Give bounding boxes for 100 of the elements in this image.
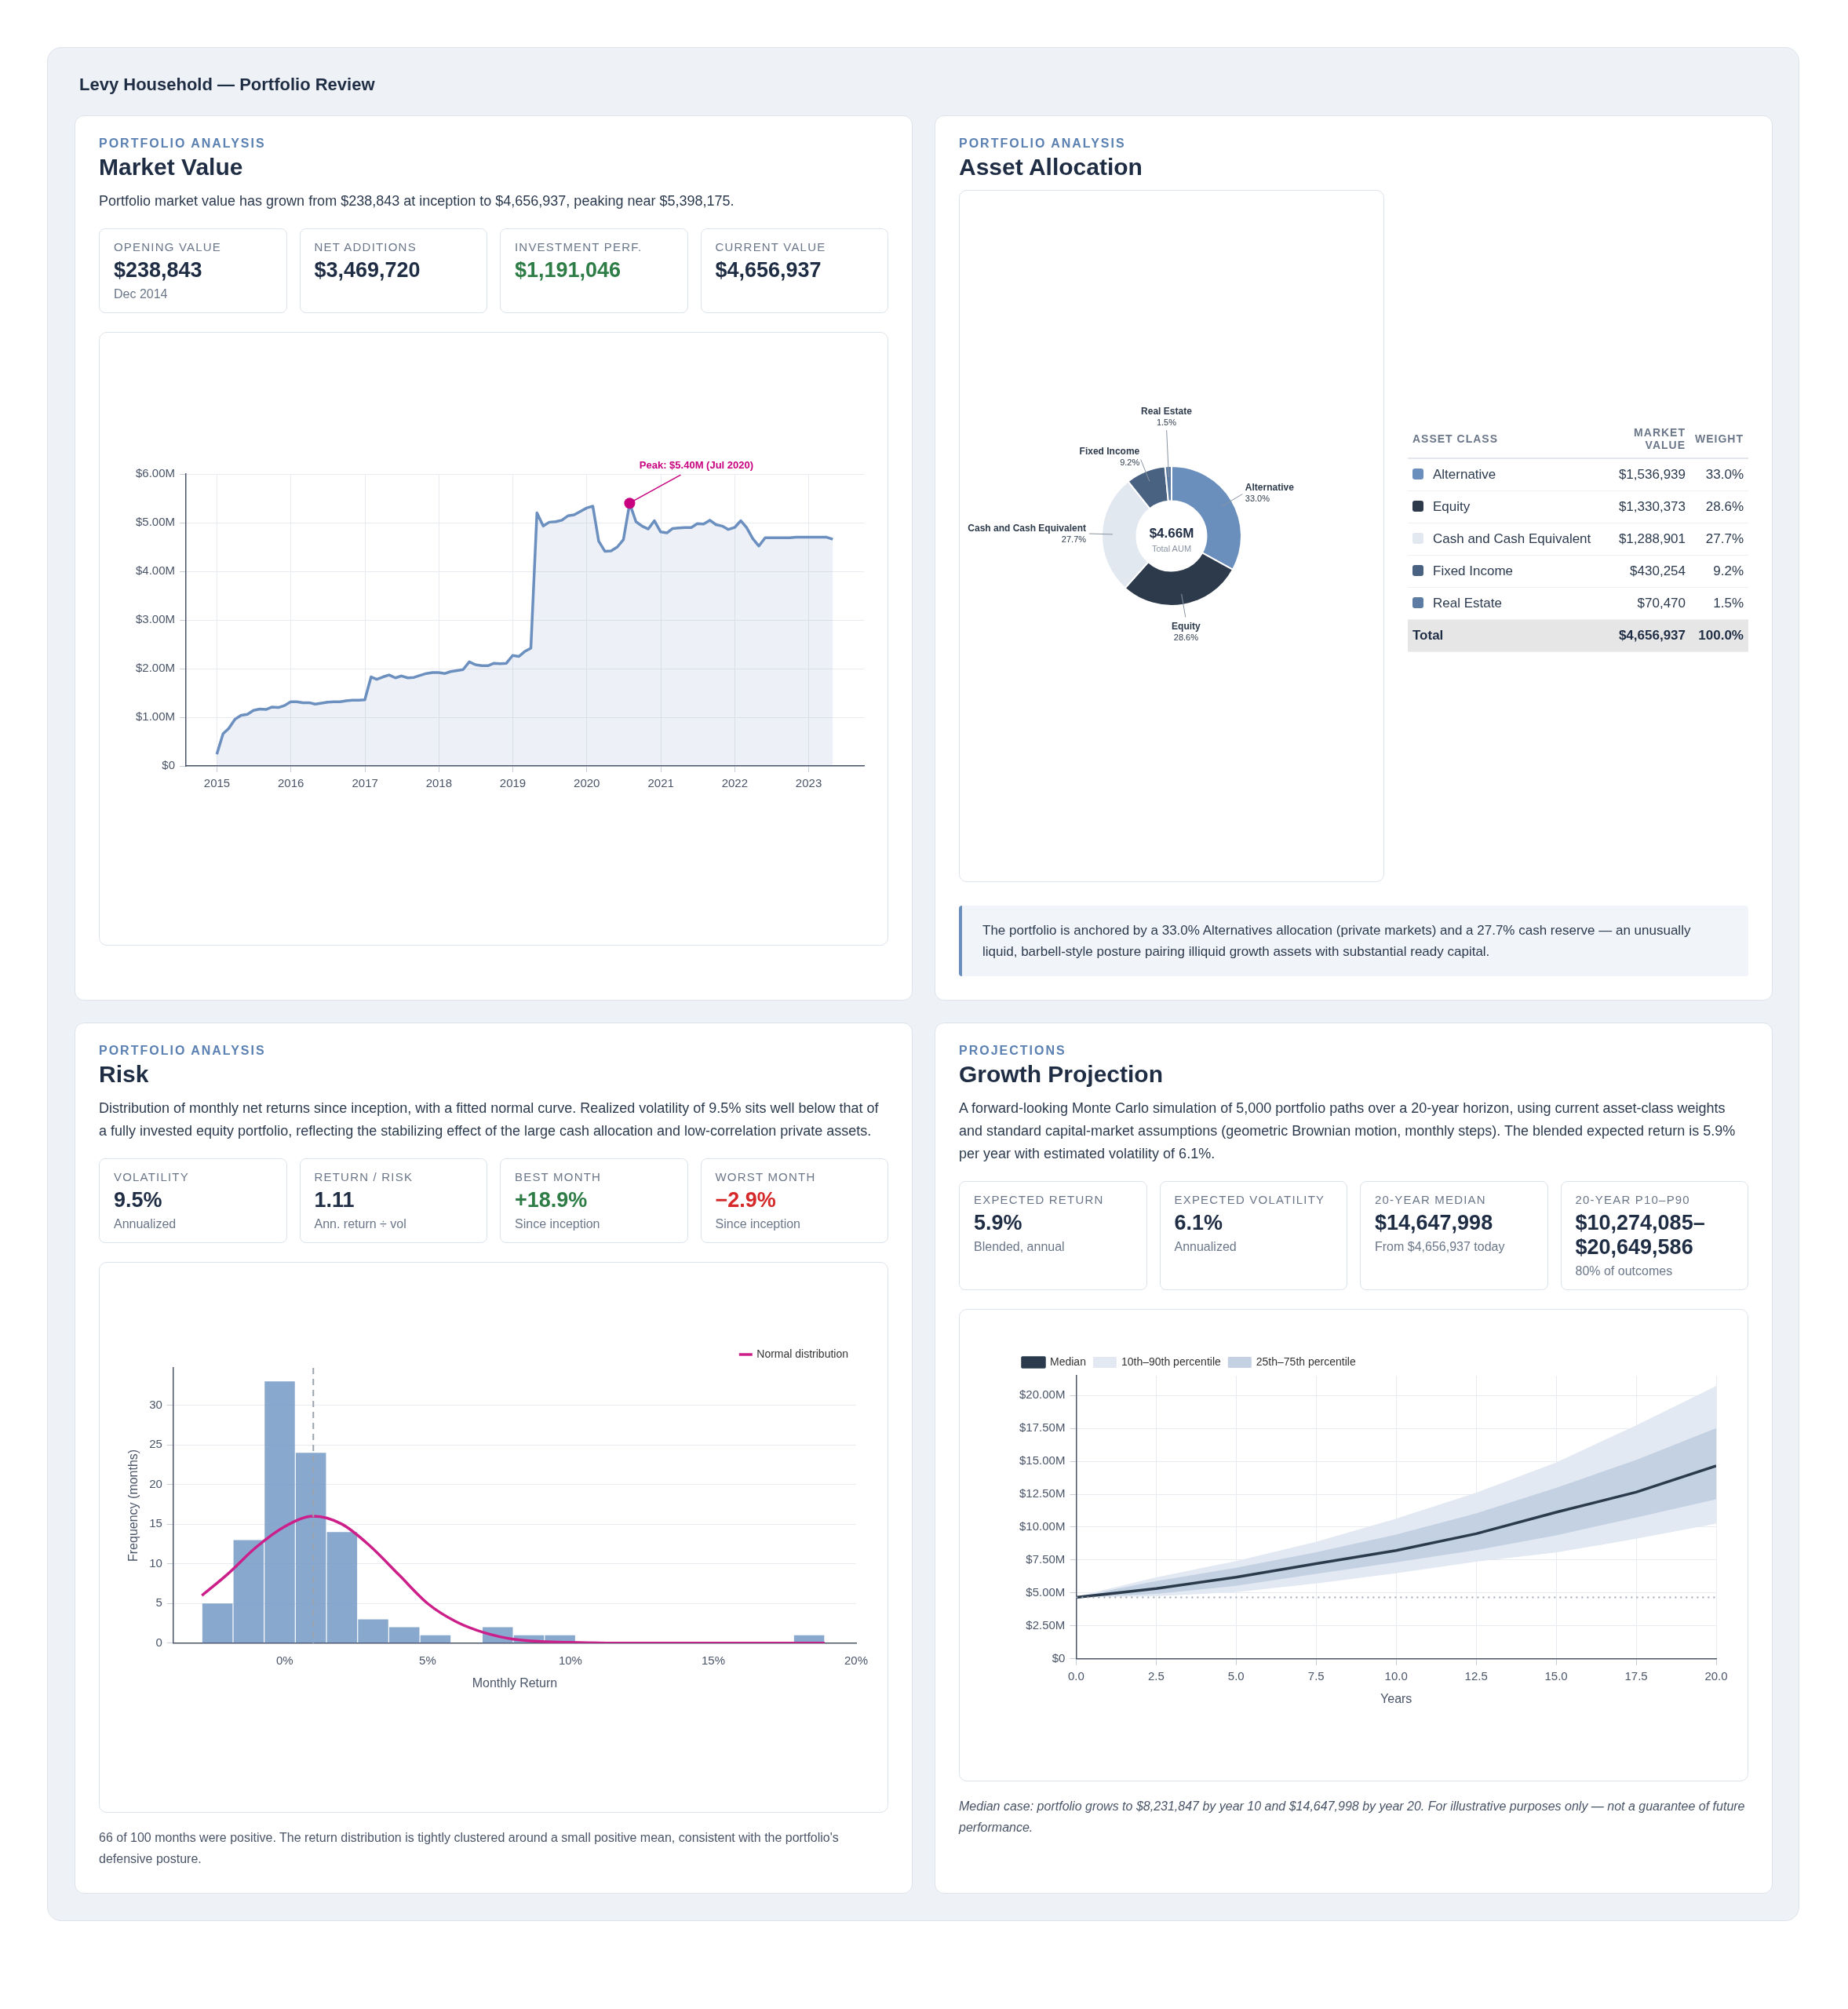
y-tick-label: $10.00M [1019, 1519, 1066, 1533]
text: $4,656,937 [1618, 628, 1686, 643]
category-label: Alternative [1433, 467, 1496, 482]
y-tick-label: 15 [149, 1516, 162, 1530]
category-label: WEIGHT [1690, 420, 1748, 458]
slice-label: Alternative [1245, 481, 1295, 493]
x-tick-label: 2021 [647, 775, 674, 789]
x-tick-label: 0.0 [1067, 1668, 1084, 1683]
y-axis-title: Frequency (months) [126, 1449, 140, 1562]
y-tick-label: $5.00M [135, 514, 176, 528]
y-tick-label: 25 [149, 1437, 162, 1451]
text: Annualized [1174, 1239, 1237, 1254]
slice-label: Equity [1172, 621, 1201, 633]
text: Dec 2014 [114, 286, 169, 301]
category-label: WORST MONTH [715, 1169, 817, 1183]
x-tick-label: 2023 [795, 775, 822, 789]
line-series [200, 1515, 826, 1643]
text: Since inception [715, 1216, 801, 1231]
text: PROJECTIONS [959, 1044, 1067, 1059]
text: 100.0% [1698, 628, 1744, 643]
category-label: EXPECTED VOLATILITY [1174, 1192, 1326, 1206]
text: Portfolio market value has grown from $238,843 at inception to $4,656,937, peaking near $5,398,175. [99, 192, 735, 210]
y-tick-label: $2.00M [135, 660, 176, 674]
x-tick-label: 15% [701, 1653, 725, 1667]
category-label: MARKET VALUE [1595, 420, 1690, 458]
text: PORTFOLIO ANALYSIS [959, 137, 1127, 151]
text: 27.7% [1705, 531, 1744, 546]
text: PORTFOLIO ANALYSIS [99, 1044, 267, 1059]
text: 9.2% [1713, 563, 1744, 578]
category-label: Equity [1433, 499, 1471, 514]
y-tick-label: 0 [155, 1635, 162, 1649]
x-tick-label: 2.5 [1147, 1668, 1165, 1683]
text: $1,288,901 [1618, 531, 1686, 546]
y-tick-label: $7.50M [1026, 1551, 1066, 1566]
x-axis-title: Years [1380, 1691, 1412, 1705]
text: 80% of outcomes [1575, 1263, 1674, 1278]
slice-label: Cash and Cash Equivalent [968, 522, 1087, 534]
data-label: 9.2% [1120, 457, 1140, 467]
text: +18.9% [515, 1187, 588, 1212]
annotation: Peak: $5.40M (Jul 2020) [639, 459, 754, 471]
y-tick-label: $12.50M [1019, 1486, 1066, 1500]
y-tick-label: $20.00M [1019, 1387, 1066, 1402]
data-label: 33.0% [1245, 493, 1270, 503]
text: Risk [99, 1061, 150, 1088]
x-axis-title: Monthly Return [472, 1675, 558, 1690]
x-tick-label: 10.0 [1384, 1668, 1408, 1683]
x-tick-label: 2017 [352, 775, 378, 789]
category-label: INVESTMENT PERF. [515, 239, 643, 253]
text: $430,254 [1630, 563, 1686, 578]
x-tick-label: 2020 [574, 775, 600, 789]
text: $10,274,085–$20,649,586 [1575, 1210, 1705, 1259]
category-label: NET ADDITIONS [314, 239, 417, 253]
text: 33.0% [1705, 467, 1744, 482]
text: $14,647,998 [1375, 1210, 1493, 1234]
text: Blended, annual [974, 1239, 1066, 1254]
text: 6.1% [1174, 1210, 1223, 1234]
text: Asset Allocation [959, 154, 1143, 180]
text: 1.5% [1713, 596, 1744, 611]
legend-label: Normal distribution [756, 1347, 849, 1360]
text: Distribution of monthly net returns since inception, with a fitted normal curve. Realized volatility of 9.5% sits well below that of a fully invested equity portfolio, reflecting the stabilizing effect of the large cash allocation and low-correlation private assets. [99, 1099, 880, 1141]
y-tick-label: $1.00M [135, 709, 176, 723]
text: 66 of 100 months were positive. The return distribution is tightly clustered around a small positive mean, consistent with the portfolio's defensive posture. [99, 1829, 840, 1868]
y-tick-label: $0 [162, 757, 176, 771]
x-tick-label: 10% [558, 1653, 582, 1667]
category-label: 20-YEAR MEDIAN [1375, 1192, 1487, 1206]
category-label: CURRENT VALUE [715, 239, 827, 253]
category-label: Fixed Income [1433, 563, 1514, 578]
x-tick-label: 17.5 [1624, 1668, 1648, 1683]
x-tick-label: 20% [844, 1653, 869, 1667]
text: Since inception [515, 1216, 601, 1231]
text: $238,843 [114, 257, 202, 282]
y-tick-label: $6.00M [135, 465, 176, 479]
x-tick-label: 2022 [721, 775, 749, 789]
y-tick-label: $17.50M [1019, 1420, 1066, 1435]
y-tick-label: $0 [1052, 1650, 1066, 1664]
text: Levy Household — Portfolio Review [79, 75, 376, 95]
data-label: 28.6% [1173, 633, 1199, 643]
y-tick-label: 5 [155, 1595, 162, 1610]
text: $3,469,720 [314, 257, 421, 282]
x-tick-label: 0% [276, 1653, 293, 1667]
x-tick-label: 20.0 [1704, 1668, 1728, 1683]
data-label: 1.5% [1156, 417, 1177, 428]
text: Median case: portfolio grows to $8,231,847 by year 10 and $14,647,998 by year 20. For illustrative purposes only — not a guarantee of future performance. [959, 1798, 1746, 1836]
category-label: Real Estate [1433, 596, 1502, 611]
text: $1,536,939 [1618, 467, 1686, 482]
text: 28.6% [1705, 499, 1744, 514]
text: $1,330,373 [1618, 499, 1686, 514]
text: $1,191,046 [515, 257, 621, 282]
category-label: RETURN / RISK [314, 1169, 414, 1183]
text: 5.9% [974, 1210, 1022, 1234]
y-tick-label: 30 [149, 1397, 162, 1411]
category-label: VOLATILITY [114, 1169, 190, 1183]
text: PORTFOLIO ANALYSIS [99, 137, 267, 151]
x-tick-label: 5.0 [1227, 1668, 1245, 1683]
x-tick-label: 12.5 [1464, 1668, 1488, 1683]
x-tick-label: 2015 [203, 775, 231, 789]
text: Growth Projection [959, 1061, 1164, 1088]
category-label: BEST MONTH [515, 1169, 603, 1183]
x-tick-label: 2018 [425, 775, 453, 789]
text: 1.11 [314, 1187, 355, 1212]
